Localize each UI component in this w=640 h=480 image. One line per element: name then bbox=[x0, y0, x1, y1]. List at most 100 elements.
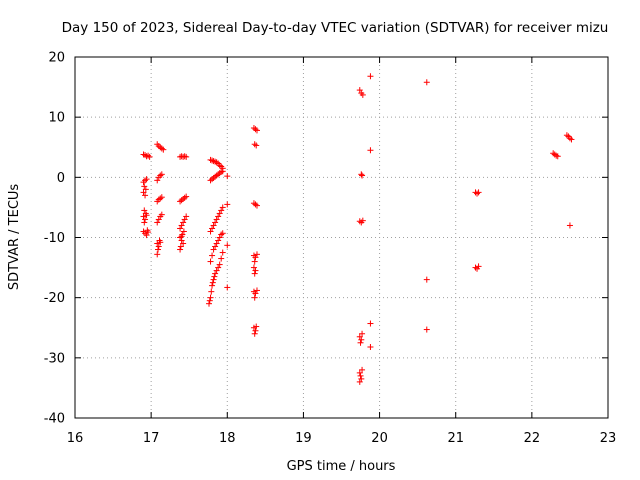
data-point bbox=[157, 195, 164, 202]
data-point bbox=[154, 246, 161, 253]
data-point bbox=[358, 375, 365, 382]
data-point bbox=[359, 217, 366, 224]
data-point bbox=[251, 270, 258, 277]
data-point bbox=[224, 284, 231, 291]
data-point bbox=[181, 153, 188, 160]
data-point bbox=[211, 273, 218, 280]
data-point bbox=[251, 330, 258, 337]
data-point bbox=[146, 153, 153, 160]
data-point bbox=[208, 288, 215, 295]
data-point bbox=[252, 126, 259, 133]
data-point bbox=[180, 228, 187, 235]
data-point bbox=[568, 136, 575, 143]
data-point bbox=[213, 240, 220, 247]
data-point bbox=[357, 339, 364, 346]
data-point bbox=[143, 176, 150, 183]
data-point bbox=[154, 251, 161, 258]
data-point bbox=[367, 344, 374, 351]
data-point bbox=[142, 216, 149, 223]
data-point bbox=[219, 204, 226, 211]
data-point bbox=[356, 369, 363, 376]
x-tick-label: 21 bbox=[447, 431, 464, 446]
data-point bbox=[215, 213, 222, 220]
data-point bbox=[253, 251, 260, 258]
data-point bbox=[154, 219, 161, 226]
y-tick-label: -10 bbox=[44, 231, 65, 246]
data-point bbox=[207, 228, 214, 235]
data-point bbox=[183, 193, 190, 200]
y-axis-label: SDTVAR / TECUs bbox=[7, 184, 22, 291]
data-point bbox=[206, 300, 213, 307]
axis-ticks: 16 17 18 19 20 21 22 23 20 10 0 -10 -20 -30 -40 bbox=[44, 51, 617, 447]
data-point bbox=[252, 267, 259, 274]
data-point bbox=[212, 270, 219, 277]
data-point bbox=[219, 249, 226, 256]
data-point bbox=[250, 264, 257, 271]
data-point bbox=[143, 212, 150, 219]
data-point bbox=[209, 279, 216, 286]
data-point bbox=[141, 219, 148, 226]
data-point bbox=[358, 336, 365, 343]
data-point bbox=[177, 246, 184, 253]
data-point bbox=[207, 258, 214, 265]
x-tick-label: 17 bbox=[143, 431, 160, 446]
x-tick-label: 22 bbox=[524, 431, 541, 446]
data-point bbox=[251, 258, 258, 265]
data-point bbox=[358, 171, 365, 178]
x-tick-label: 16 bbox=[67, 431, 84, 446]
data-points bbox=[140, 73, 575, 385]
x-tick-label: 18 bbox=[219, 431, 236, 446]
data-point bbox=[145, 152, 152, 159]
data-point bbox=[177, 225, 184, 232]
data-point bbox=[253, 127, 260, 134]
data-point bbox=[474, 190, 481, 197]
data-point bbox=[177, 243, 184, 250]
data-point bbox=[209, 252, 216, 259]
data-point bbox=[475, 189, 482, 196]
data-point bbox=[209, 282, 216, 289]
data-point bbox=[359, 366, 366, 373]
data-point bbox=[213, 267, 220, 274]
x-tick-label: 19 bbox=[295, 431, 312, 446]
x-tick-label: 23 bbox=[600, 431, 617, 446]
data-point bbox=[554, 153, 561, 160]
data-point bbox=[210, 246, 217, 253]
data-point bbox=[141, 183, 148, 190]
data-point bbox=[253, 202, 260, 209]
y-tick-label: -30 bbox=[44, 351, 65, 366]
data-point bbox=[251, 294, 258, 301]
y-tick-label: -20 bbox=[44, 291, 65, 306]
data-point bbox=[563, 132, 570, 139]
data-point bbox=[206, 297, 213, 304]
data-point bbox=[367, 147, 374, 154]
data-point bbox=[210, 276, 217, 283]
data-point bbox=[209, 225, 216, 232]
data-point bbox=[183, 153, 190, 160]
data-point bbox=[158, 171, 165, 178]
x-axis-label: GPS time / hours bbox=[287, 459, 396, 474]
data-point bbox=[183, 213, 190, 220]
data-point bbox=[218, 207, 225, 214]
data-point bbox=[180, 219, 187, 226]
chart-title: Day 150 of 2023, Sidereal Day-to-day VTE… bbox=[62, 20, 609, 36]
data-point bbox=[154, 240, 161, 247]
data-point bbox=[356, 378, 363, 385]
data-point bbox=[212, 219, 219, 226]
data-point bbox=[356, 333, 363, 340]
data-point bbox=[207, 294, 214, 301]
data-point bbox=[180, 240, 187, 247]
data-point bbox=[215, 237, 222, 244]
data-point bbox=[475, 263, 482, 270]
data-point bbox=[253, 323, 260, 330]
data-point bbox=[210, 222, 217, 229]
grid-lines bbox=[75, 57, 608, 418]
data-point bbox=[218, 231, 225, 238]
data-point bbox=[155, 243, 162, 250]
data-point bbox=[356, 218, 363, 225]
data-point bbox=[219, 168, 226, 175]
data-point bbox=[144, 227, 151, 234]
data-point bbox=[472, 264, 479, 271]
data-point bbox=[253, 142, 260, 149]
y-tick-label: 20 bbox=[48, 51, 65, 66]
